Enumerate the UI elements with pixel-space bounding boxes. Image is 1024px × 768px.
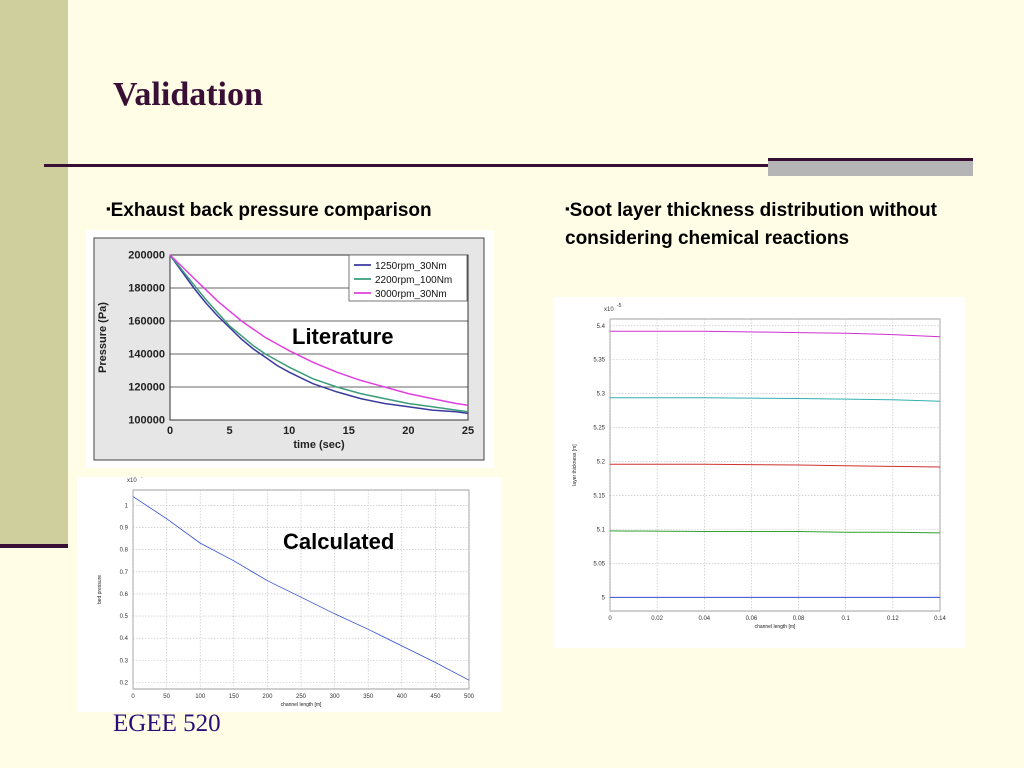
x-tick-label: 0 (608, 616, 612, 622)
title-divider-accent (768, 158, 973, 176)
bullet-right: ▪Soot layer thickness distribution witho… (565, 195, 955, 253)
calculated-label: Calculated (283, 529, 395, 554)
x-tick-label: 300 (330, 694, 341, 700)
left-decorative-band (0, 0, 68, 545)
x-tick-label: 20 (402, 425, 414, 437)
y-tick-label: 5.1 (597, 528, 606, 534)
y-tick-label: 5.25 (593, 426, 605, 432)
x-tick-label: 200 (262, 694, 273, 700)
y-tick-label: 0.6 (120, 592, 129, 598)
x-tick-label: 0.12 (887, 616, 899, 622)
y-tick-label: 0.9 (120, 526, 129, 532)
x-tick-label: 100 (195, 694, 206, 700)
y-tick-label: 5 (602, 595, 606, 601)
calculated-chart: 0 50 100 150 200 250 300 350 400 450 500 0.2 0.3 0.4 0… (97, 474, 475, 708)
x-tick-label: 0.1 (842, 616, 851, 622)
series-line-3 (169, 254, 469, 406)
y-tick-label: 5.05 (593, 561, 605, 567)
x-tick-label: 5 (227, 425, 233, 437)
x-tick-label: 350 (363, 694, 374, 700)
bullet-left: ▪Exhaust back pressure comparison (106, 195, 526, 225)
y-tick-label: 200000 (128, 250, 165, 262)
bullet-right-text: Soot layer thickness distribution withou… (565, 200, 937, 249)
x-tick-label: 15 (343, 425, 355, 437)
x-tick-label: 0.08 (793, 616, 805, 622)
legend-entry: 1250rpm_30Nm (375, 261, 447, 272)
course-footer: EGEE 520 (113, 710, 221, 737)
x-axis-label: channel length [m] (755, 624, 796, 630)
axis-exponent-power: 4 (140, 477, 143, 480)
y-tick-label: 0.4 (120, 636, 129, 642)
soot-layer-chart: 0 0.02 0.04 0.06 0.08 0.1 0.12 0.14 5 5.05 5.1 5.15… (572, 303, 946, 630)
series-line-1 (169, 254, 469, 415)
bullet-marker-icon: ▪ (106, 201, 111, 216)
y-axis-label: layer thickness [m] (572, 444, 578, 486)
series-line-3 (610, 463, 941, 468)
y-tick-label: 5.3 (597, 392, 606, 398)
legend-entry: 2200rpm_100Nm (375, 275, 452, 286)
slide-title: Validation (113, 76, 263, 113)
x-tick-label: 0.02 (651, 616, 663, 622)
x-tick-label: 250 (296, 694, 307, 700)
soot-layer-chart-panel: 0 0.02 0.04 0.06 0.08 0.1 0.12 0.14 5 5.05 5.1 5.15… (554, 297, 965, 648)
y-tick-label: 5.15 (593, 494, 605, 500)
x-tick-label: 10 (283, 425, 295, 437)
y-tick-label: 0.8 (120, 548, 129, 554)
y-tick-label: 0.2 (120, 680, 129, 686)
series-line-1 (610, 330, 941, 338)
y-tick-label: 1 (125, 503, 129, 509)
x-axis-label: time (sec) (293, 439, 345, 451)
series-line-2 (169, 254, 469, 413)
y-axis-label: bed pressure (97, 575, 103, 604)
x-tick-label: 0 (167, 425, 173, 437)
series-line-4 (609, 530, 941, 534)
y-tick-label: 160000 (128, 316, 165, 328)
y-tick-label: 120000 (128, 382, 165, 394)
y-tick-label: 140000 (128, 349, 165, 361)
axis-exponent-label: x10 (127, 478, 137, 484)
x-tick-label: 400 (397, 694, 408, 700)
literature-chart-panel: 0 5 10 15 20 25 100000 120000 140000 160000 180000… (86, 230, 494, 468)
x-tick-label: 0 (131, 694, 135, 700)
x-tick-label: 25 (462, 425, 474, 437)
axis-exponent-power: -5 (617, 303, 622, 309)
y-tick-label: 0.5 (120, 614, 129, 620)
calculated-chart-panel: 0 50 100 150 200 250 300 350 400 450 500 0.2 0.3 0.4 0… (77, 474, 502, 712)
x-axis-label: channel length [m] (281, 702, 322, 708)
bullet-marker-icon: ▪ (565, 201, 570, 216)
y-tick-label: 0.3 (120, 658, 129, 664)
y-tick-label: 180000 (128, 283, 165, 295)
x-tick-label: 450 (430, 694, 441, 700)
x-tick-label: 500 (464, 694, 475, 700)
x-tick-label: 150 (229, 694, 240, 700)
y-tick-label: 5.4 (597, 324, 606, 330)
literature-label: Literature (292, 324, 394, 349)
literature-chart: 0 5 10 15 20 25 100000 120000 140000 160000 180000… (93, 237, 485, 461)
x-tick-label: 0.06 (746, 616, 758, 622)
y-tick-label: 0.7 (120, 570, 129, 576)
x-tick-label: 50 (163, 694, 170, 700)
axis-exponent-label: x10 (604, 307, 614, 313)
series-line-1 (132, 496, 470, 681)
y-tick-label: 100000 (128, 415, 165, 427)
left-band-rule (0, 544, 68, 548)
x-tick-label: 0.14 (934, 616, 946, 622)
legend-entry: 3000rpm_30Nm (375, 289, 447, 300)
y-tick-label: 5.2 (597, 460, 606, 466)
bullet-left-text: Exhaust back pressure comparison (110, 200, 432, 221)
y-tick-label: 5.35 (593, 358, 605, 364)
title-divider (44, 164, 774, 167)
series-line-2 (610, 397, 941, 402)
y-axis-label: Pressure (Pa) (97, 302, 109, 373)
x-tick-label: 0.04 (698, 616, 710, 622)
